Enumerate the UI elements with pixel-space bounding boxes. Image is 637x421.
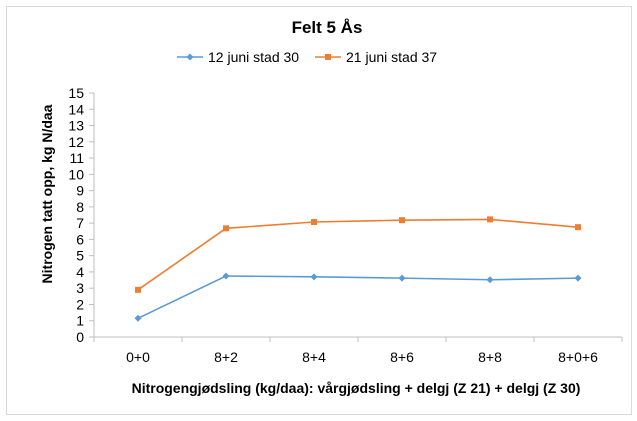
series-line: [137, 218, 579, 291]
y-tick-label: 6: [76, 231, 84, 247]
data-point: [574, 274, 582, 282]
x-tick-label: 8+2: [214, 349, 238, 365]
data-point: [223, 225, 229, 232]
x-axis-label: Nitrogengjødsling (kg/daa): vårgjødsling…: [132, 380, 581, 396]
legend-marker: [325, 54, 331, 60]
y-tick-label: 0: [76, 329, 84, 345]
x-tick-label: 8+8: [478, 349, 502, 365]
chart-title: Felt 5 Ås: [292, 18, 363, 37]
data-point: [398, 274, 406, 282]
y-tick-label: 14: [68, 101, 84, 117]
legend-item-2: 21 juni stad 37: [315, 49, 437, 65]
data-point: [222, 272, 230, 280]
series-group: [134, 216, 582, 322]
legend-label: 12 juni stad 30: [208, 49, 299, 65]
data-point: [487, 216, 493, 223]
y-tick-label: 9: [76, 183, 84, 199]
y-tick-label: 8: [76, 199, 84, 215]
chart-frame: Felt 5 Ås 12 juni stad 30 21 juni stad 37…: [6, 6, 632, 415]
y-tick-label: 4: [76, 264, 84, 280]
data-point: [399, 217, 405, 224]
legend-label: 21 juni stad 37: [346, 49, 437, 65]
x-tick-label: 8+0+6: [558, 349, 598, 365]
y-tick-label: 5: [76, 248, 84, 264]
y-tick-label: 13: [68, 118, 84, 134]
data-point: [310, 273, 318, 281]
y-tick-label: 10: [68, 166, 84, 182]
legend: 12 juni stad 30 21 juni stad 37: [177, 49, 437, 65]
y-tick-label: 1: [76, 313, 84, 329]
data-point: [486, 276, 494, 284]
data-point: [135, 286, 141, 293]
y-tick-label: 7: [76, 215, 84, 231]
y-tick-label: 15: [68, 85, 84, 101]
legend-item-1: 12 juni stad 30: [177, 49, 299, 65]
series-2: [135, 216, 581, 293]
line-chart: Felt 5 Ås 12 juni stad 30 21 juni stad 37…: [39, 18, 623, 396]
x-tick-label: 0+0: [126, 349, 150, 365]
series-line: [137, 275, 579, 320]
y-tick-label: 2: [76, 296, 84, 312]
data-point: [134, 314, 142, 322]
legend-marker: [186, 53, 194, 61]
data-point: [311, 218, 317, 225]
y-tick-label: 11: [69, 150, 84, 166]
y-axis-label: Nitrogen tatt opp, kg N/daa: [39, 104, 55, 283]
x-tick-label: 8+6: [390, 349, 414, 365]
data-point: [575, 224, 581, 231]
x-tick-label: 8+4: [302, 349, 326, 365]
y-tick-label: 12: [68, 134, 84, 150]
series-1: [134, 272, 582, 322]
y-tick-label: 3: [76, 280, 84, 296]
